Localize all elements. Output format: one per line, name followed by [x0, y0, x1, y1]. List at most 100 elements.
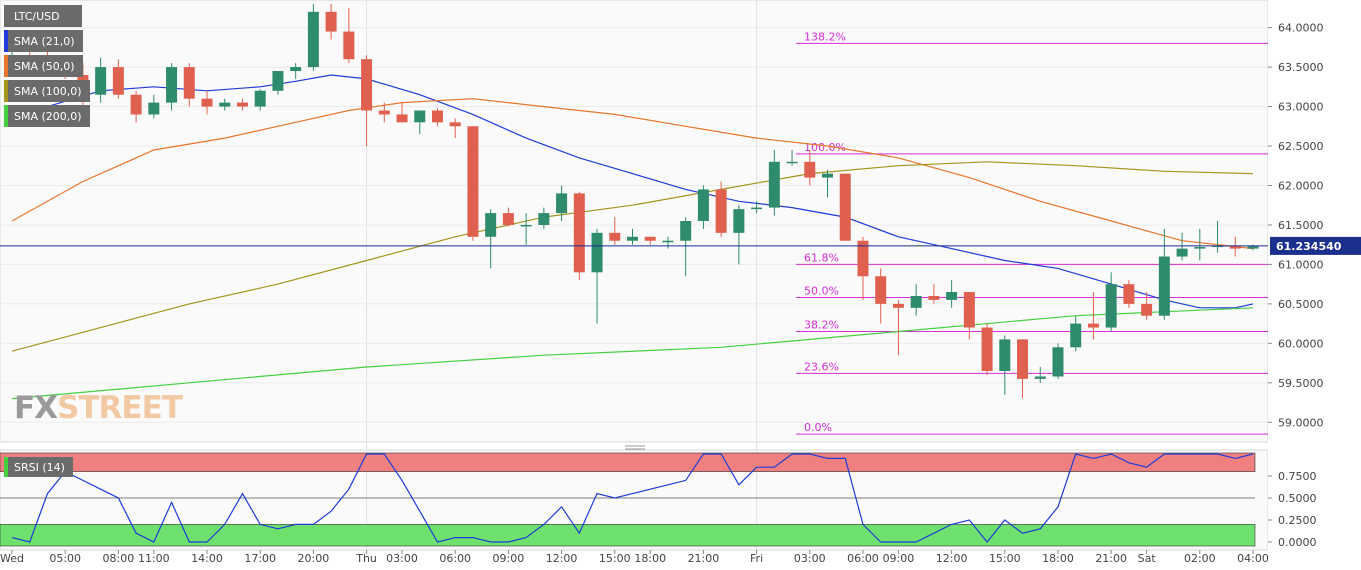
candle-body — [112, 67, 124, 95]
sma-line — [11, 161, 1254, 352]
x-tick-label: 15:00 — [599, 552, 631, 565]
y-tick-label: 60.5000 — [1278, 298, 1324, 311]
legend-label: LTC/USD — [14, 9, 60, 23]
candle-body — [697, 189, 709, 221]
candle-body — [680, 221, 692, 241]
fib-level-label: 100.0% — [804, 141, 846, 154]
candle-body — [130, 94, 142, 115]
candle-body — [910, 295, 922, 308]
candle-body — [378, 110, 390, 115]
candle-body — [467, 126, 479, 237]
y-tick-label: 61.5000 — [1278, 219, 1324, 232]
x-tick-label: 04:00 — [1237, 552, 1269, 565]
candle-body — [502, 213, 514, 225]
candle-body — [343, 31, 355, 60]
candle-body — [999, 339, 1011, 371]
y-tick-label: 64.0000 — [1278, 22, 1324, 35]
candle-body — [95, 67, 107, 95]
candle-body — [946, 292, 958, 300]
candle-body — [1034, 376, 1046, 379]
x-tick-label: 18:00 — [1042, 552, 1074, 565]
fib-level-label: 38.2% — [804, 319, 839, 332]
candle-body — [166, 67, 178, 103]
candle-body — [662, 240, 674, 243]
candle-body — [556, 193, 568, 214]
x-tick-label: 20:00 — [298, 552, 330, 565]
x-tick-label: Sat — [1138, 552, 1157, 565]
y-tick-label: 59.0000 — [1278, 416, 1324, 429]
candle-body — [219, 102, 231, 107]
candle-body — [981, 327, 993, 371]
watermark-fx: FX — [14, 390, 58, 426]
x-tick-label: 21:00 — [1095, 552, 1127, 565]
srsi-tick-label: 0.2500 — [1278, 514, 1317, 527]
srsi-legend-item[interactable]: SRSI (14) — [4, 457, 73, 477]
srsi-tick-label: 0.5000 — [1278, 492, 1317, 505]
current-price-tag — [1270, 236, 1361, 255]
legend-label: SMA (200,0) — [14, 109, 82, 123]
legend-swatch — [4, 5, 8, 27]
price-panel — [0, 0, 1269, 443]
candle-body — [875, 276, 887, 304]
y-tick-label: 60.0000 — [1278, 337, 1324, 350]
srsi-overbought-zone — [0, 452, 1256, 472]
fib-level-label: 138.2% — [804, 30, 846, 43]
y-tick-label: 63.0000 — [1278, 101, 1324, 114]
srsi-label-text: SRSI (14) — [14, 460, 65, 474]
legend-swatch — [4, 80, 8, 102]
candle-body — [201, 98, 213, 107]
fib-level-label: 23.6% — [804, 360, 839, 373]
candle-body — [1176, 248, 1188, 257]
candle-body — [1229, 245, 1241, 249]
candle-body — [396, 114, 408, 123]
candle-body — [1158, 256, 1170, 316]
fib-level-label: 61.8% — [804, 251, 839, 264]
candle-body — [1070, 323, 1082, 348]
legend-item-sma200[interactable]: SMA (200,0) — [4, 105, 90, 127]
candle-body — [857, 240, 869, 277]
candle-body — [361, 59, 373, 111]
candle-body — [1087, 323, 1099, 328]
sma-line — [11, 98, 1254, 250]
x-tick-label: Thu — [355, 552, 377, 565]
x-tick-label: 15:00 — [989, 552, 1021, 565]
x-tick-label: 14:00 — [191, 552, 223, 565]
legend-label: SMA (21,0) — [14, 34, 75, 48]
legend-item-sma100[interactable]: SMA (100,0) — [4, 80, 90, 102]
candle-body — [1123, 284, 1135, 304]
candle-body — [414, 110, 426, 123]
x-tick-label: 06:00 — [847, 552, 879, 565]
candle-body — [236, 102, 248, 107]
legend-swatch — [4, 457, 8, 477]
candle-body — [272, 71, 284, 91]
sma-line — [11, 307, 1254, 400]
x-tick-label: 09:00 — [493, 552, 525, 565]
x-tick-label: 03:00 — [794, 552, 826, 565]
legend-swatch — [4, 30, 8, 52]
legend-item-sma50[interactable]: SMA (50,0) — [4, 55, 83, 77]
candle-body — [290, 67, 302, 72]
candle-body — [254, 90, 266, 107]
x-tick-label: 18:00 — [634, 552, 666, 565]
candle-body — [1052, 347, 1064, 377]
legend-item-ltcusd[interactable]: LTC/USD — [4, 5, 82, 27]
candle-body — [148, 102, 160, 115]
srsi-tick-label: 0.0000 — [1278, 536, 1317, 549]
legend-item-sma21[interactable]: SMA (21,0) — [4, 30, 83, 52]
axis-background — [1268, 0, 1361, 570]
candle-body — [928, 295, 940, 300]
current-price-label: 61.234540 — [1276, 240, 1342, 253]
candle-body — [1247, 246, 1259, 249]
candle-body — [431, 110, 443, 123]
watermark-logo: FXSTREET — [14, 390, 183, 426]
candle-body — [786, 161, 798, 164]
x-tick-label: 02:00 — [1184, 552, 1216, 565]
x-tick-label: 12:00 — [546, 552, 578, 565]
y-tick-label: 62.5000 — [1278, 140, 1324, 153]
x-tick-label: 05:00 — [49, 552, 81, 565]
legend: LTC/USD SMA (21,0) SMA (50,0) SMA (100,0… — [4, 5, 90, 130]
candle-body — [715, 189, 727, 233]
candle-body — [1141, 303, 1153, 316]
candle-body — [751, 207, 763, 210]
